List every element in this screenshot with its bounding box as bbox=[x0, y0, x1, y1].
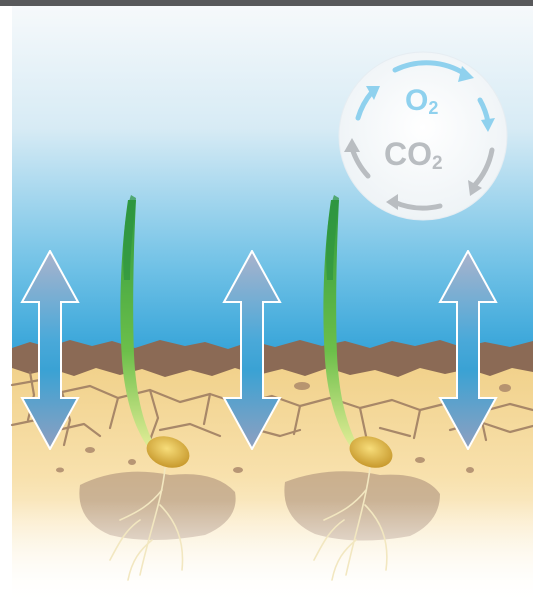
co2-label: CO2 bbox=[384, 136, 443, 174]
roots bbox=[109, 467, 388, 581]
co2-arc-right bbox=[471, 147, 495, 189]
seedling-left-leaf bbox=[123, 195, 136, 280]
soil-crust bbox=[12, 340, 533, 377]
o2-arrowhead-left bbox=[366, 86, 380, 100]
co2-arrowhead-left bbox=[344, 138, 360, 152]
co2-subscript: 2 bbox=[432, 153, 443, 174]
o2-subscript: 2 bbox=[428, 98, 438, 118]
o2-arrowhead-right bbox=[481, 118, 495, 132]
seedling-left bbox=[120, 195, 190, 468]
co2-arrowhead-bottom bbox=[386, 194, 398, 210]
soil-pebbles bbox=[56, 382, 511, 473]
seedling-right bbox=[323, 195, 393, 468]
gas-cycle-circle: O2 CO2 bbox=[338, 51, 508, 221]
o2-label: O2 bbox=[405, 84, 438, 118]
air-exchange-arrow-right bbox=[438, 250, 498, 450]
o2-arrowhead-top bbox=[458, 66, 474, 82]
o2-arc-top bbox=[392, 60, 468, 77]
air-exchange-arrow-left bbox=[20, 250, 80, 450]
bottom-fade bbox=[12, 500, 533, 604]
top-bar bbox=[0, 0, 533, 6]
seedling-right-leaf bbox=[326, 195, 339, 280]
air-exchange-arrow-middle bbox=[222, 250, 282, 450]
air-exchange-arrows bbox=[20, 250, 498, 450]
gas-cycle-background bbox=[338, 51, 508, 221]
seed-left bbox=[146, 436, 190, 468]
co2-arrowhead-right bbox=[468, 180, 482, 196]
seed-right bbox=[349, 436, 393, 468]
